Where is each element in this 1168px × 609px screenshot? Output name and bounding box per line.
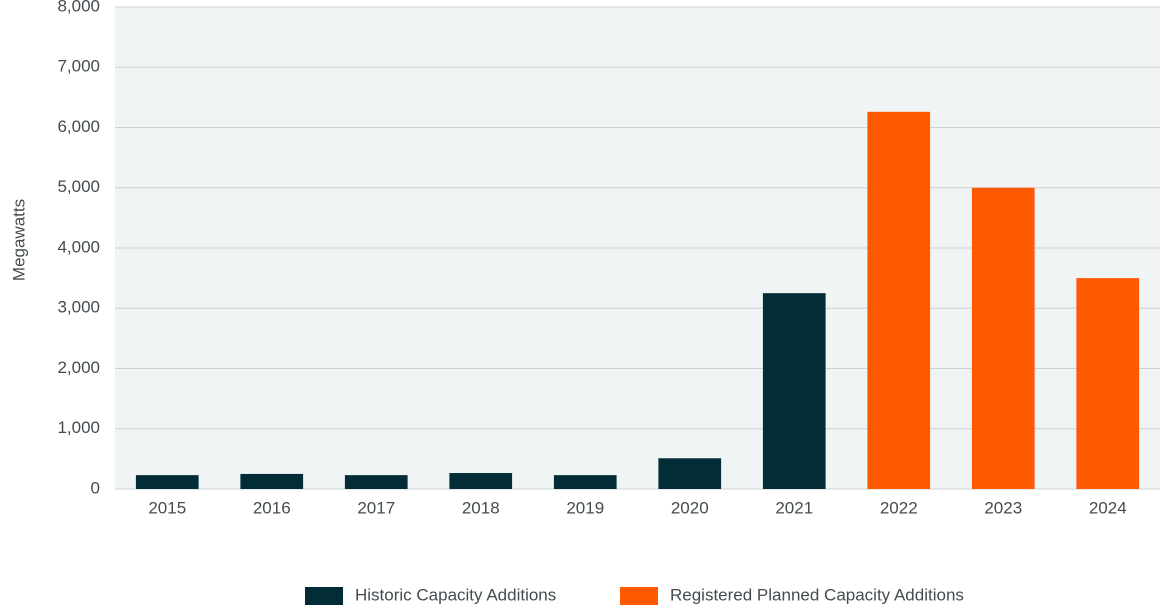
y-tick-label: 8,000 <box>57 0 100 15</box>
x-tick-label: 2018 <box>462 498 500 517</box>
y-axis-title: Megawatts <box>9 199 28 281</box>
x-tick-label: 2017 <box>357 498 395 517</box>
bar <box>449 473 513 489</box>
legend-swatch <box>305 587 343 605</box>
bar <box>240 473 304 489</box>
x-tick-label: 2019 <box>566 498 604 517</box>
bar <box>553 475 617 489</box>
x-tick-label: 2023 <box>984 498 1022 517</box>
y-tick-label: 5,000 <box>57 177 100 196</box>
x-tick-label: 2021 <box>775 498 813 517</box>
legend-label: Historic Capacity Additions <box>355 585 556 604</box>
bar <box>135 475 199 489</box>
x-tick-label: 2015 <box>148 498 186 517</box>
legend-swatch <box>620 587 658 605</box>
y-tick-label: 2,000 <box>57 358 100 377</box>
bar <box>971 187 1035 489</box>
y-tick-label: 4,000 <box>57 237 100 256</box>
bar <box>344 475 408 489</box>
x-tick-label: 2016 <box>253 498 291 517</box>
bar <box>867 111 931 490</box>
x-tick-label: 2022 <box>880 498 918 517</box>
y-tick-label: 0 <box>91 478 100 497</box>
y-tick-label: 7,000 <box>57 57 100 76</box>
bar <box>1076 278 1140 489</box>
bar <box>762 293 826 489</box>
y-tick-label: 1,000 <box>57 418 100 437</box>
x-tick-label: 2024 <box>1089 498 1127 517</box>
y-tick-label: 6,000 <box>57 117 100 136</box>
x-tick-label: 2020 <box>671 498 709 517</box>
bar <box>658 458 722 489</box>
y-tick-label: 3,000 <box>57 298 100 317</box>
legend-label: Registered Planned Capacity Additions <box>670 585 964 604</box>
